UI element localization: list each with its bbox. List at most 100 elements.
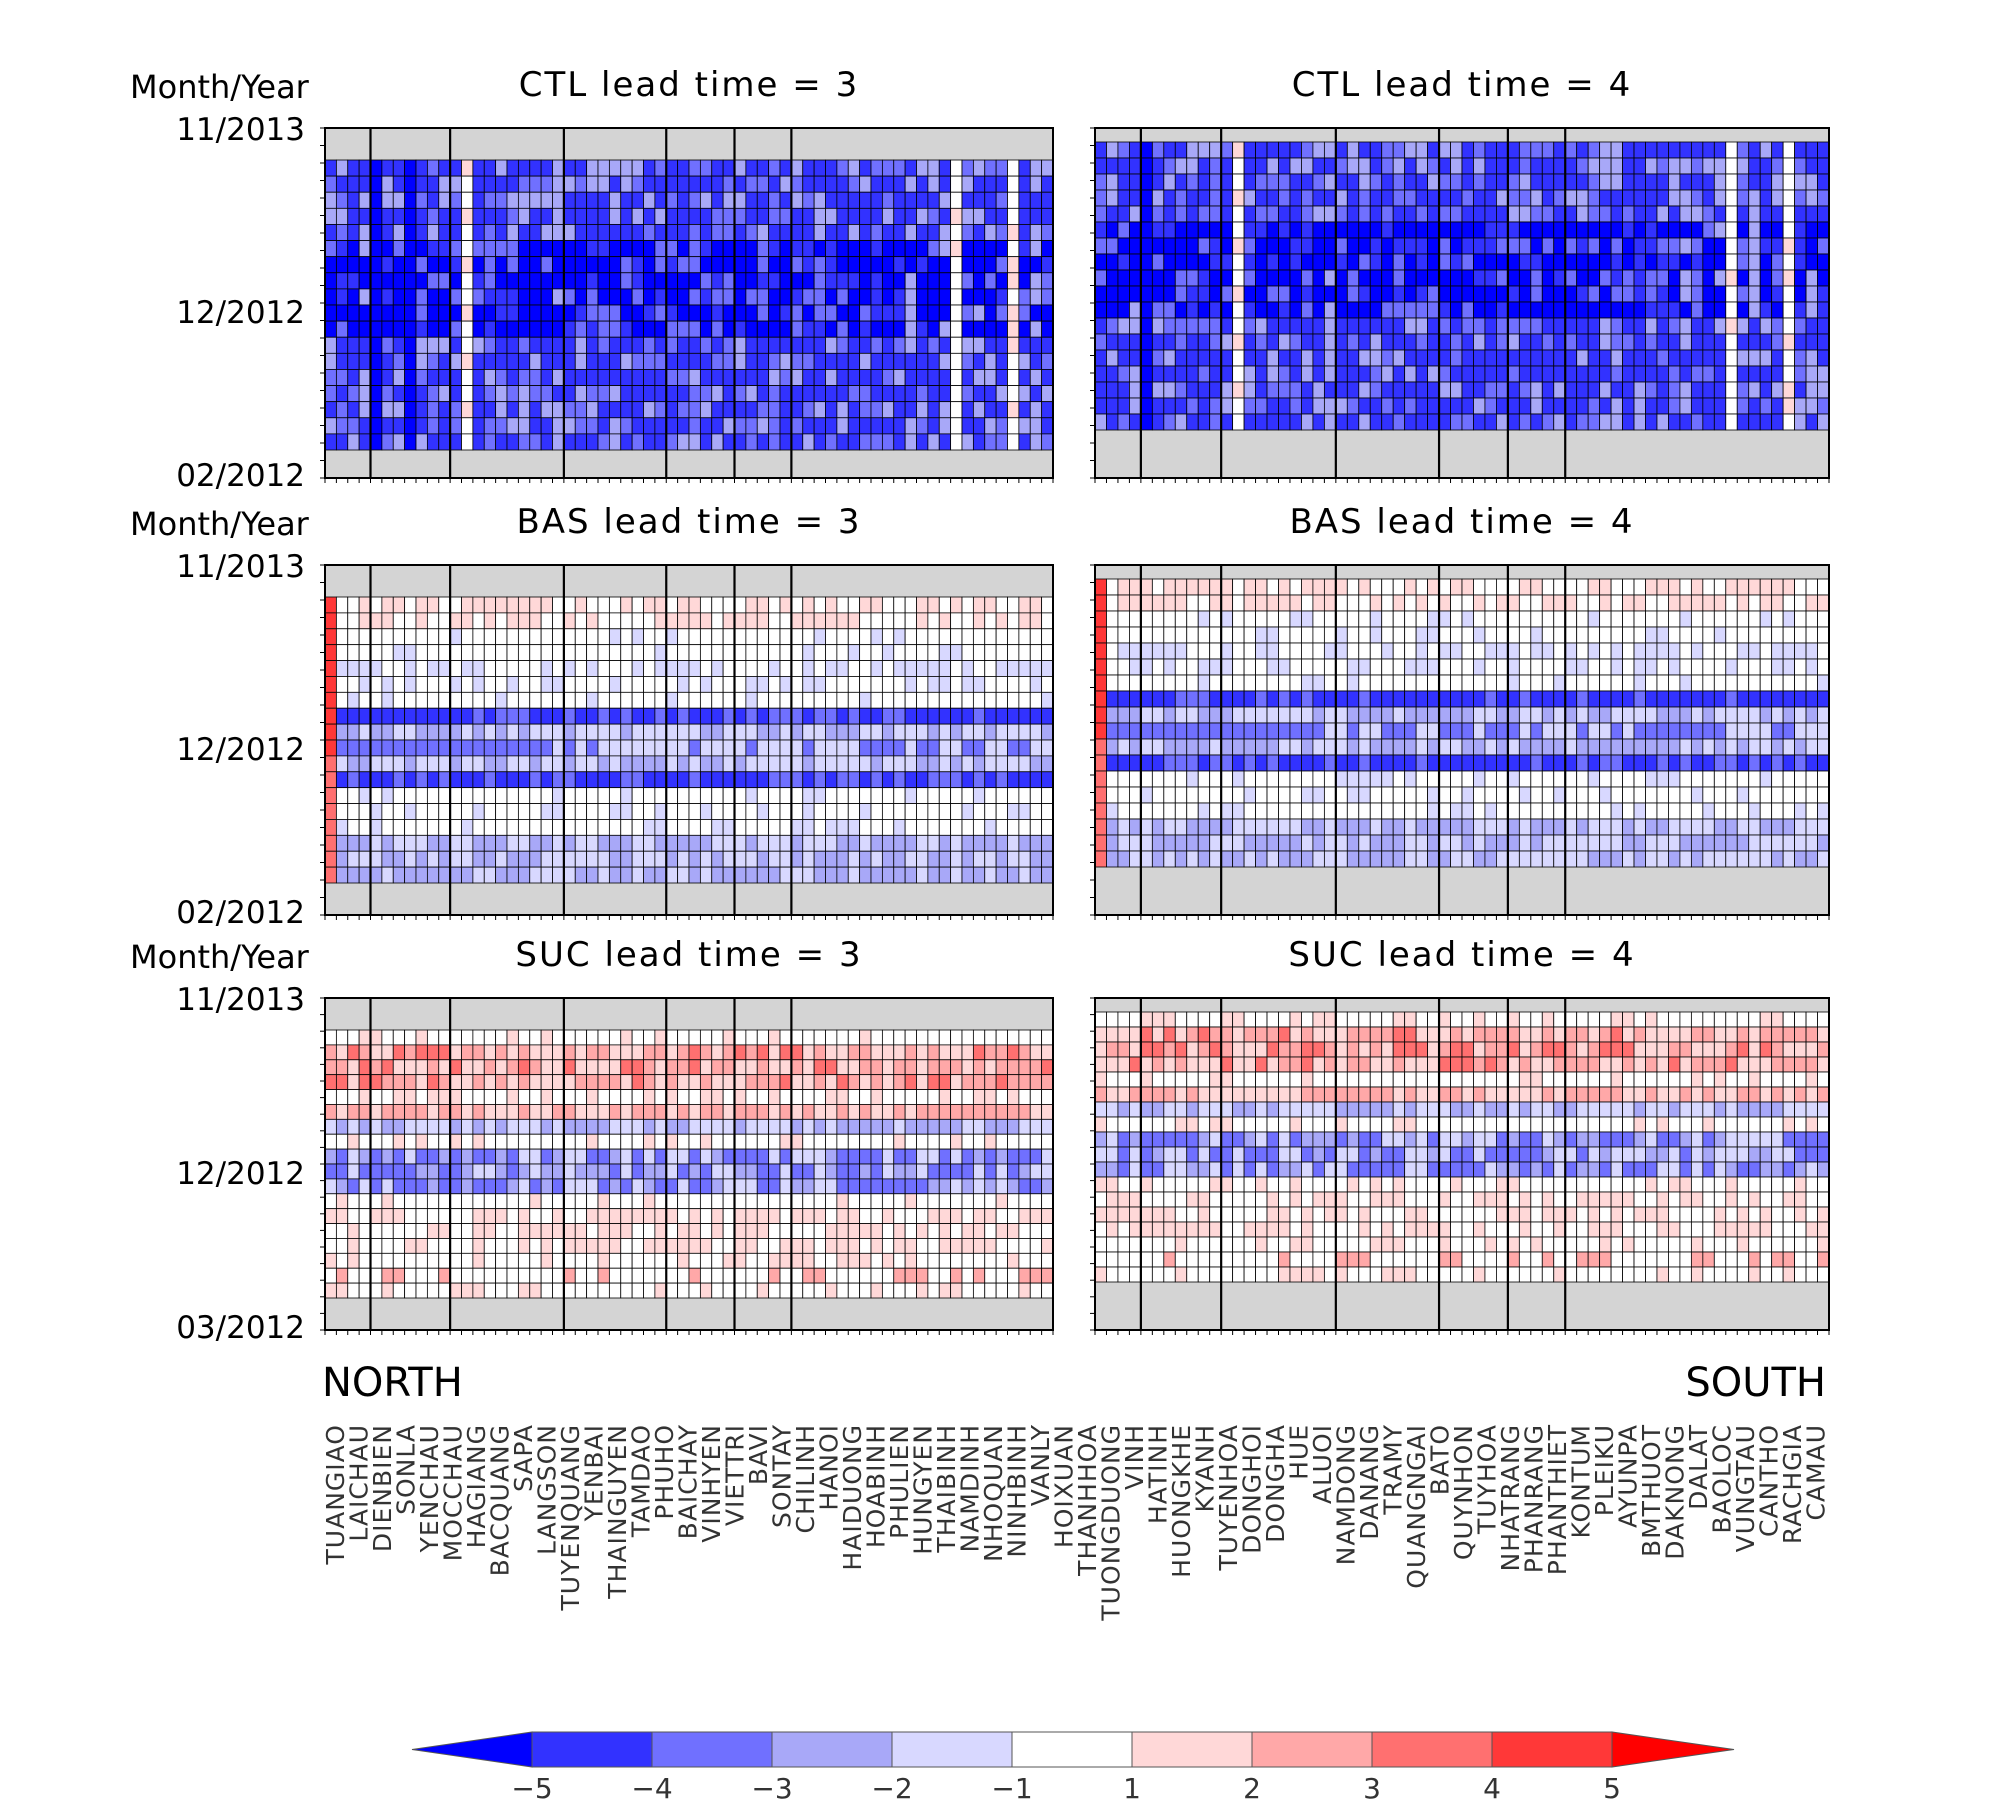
heatmap-cell [563,676,576,693]
heatmap-cell [1587,786,1601,804]
heatmap-cell [597,385,610,403]
heatmap-cell [779,304,792,322]
heatmap-cell [1817,205,1830,223]
heatmap-cell [836,433,849,451]
heatmap-cell [1771,706,1784,724]
heatmap-cell [972,207,986,225]
heatmap-cell [1186,365,1199,383]
heatmap-cell [1415,381,1429,399]
heatmap-cell [1725,834,1738,852]
heatmap-cell [1725,658,1738,676]
heatmap-cell [734,834,747,852]
heatmap-cell [881,304,895,322]
heatmap-cell [370,352,383,370]
heatmap-cell [597,612,610,630]
heatmap-cell [495,369,508,386]
heatmap-cell [961,644,974,661]
heatmap-cell [1484,578,1497,596]
heatmap-cell [916,336,929,354]
heatmap-cell [517,787,531,804]
heatmap-cell [1587,610,1601,628]
heatmap-cell [1029,707,1043,725]
heatmap-cell [1346,706,1360,724]
heatmap-cell [779,191,792,209]
heatmap-cell [586,787,599,804]
heatmap-cell [461,304,474,322]
heatmap-cell [1805,189,1818,207]
heatmap-cell [756,191,770,209]
heatmap-cell [392,369,406,386]
heatmap-cell [1496,706,1509,724]
heatmap-cell [1461,365,1474,383]
heatmap-cell [517,612,531,630]
heatmap-cell [529,288,542,306]
heatmap-cell [404,207,417,225]
heatmap-cell [1748,850,1761,868]
heatmap-cell [597,272,610,290]
heatmap-cell [1702,642,1715,660]
heatmap-cell [438,191,451,209]
heatmap-cell [904,159,917,177]
heatmap-cell [1473,269,1486,287]
heatmap-cell [1358,626,1371,644]
heatmap-cell [847,723,861,741]
heatmap-cell [1725,578,1738,596]
heatmap-cell [654,612,667,630]
heatmap-cell [654,596,667,614]
heatmap-cell [995,256,1008,274]
heatmap-cell [1541,365,1555,383]
heatmap-cell [1117,157,1130,175]
heatmap-cell [768,660,781,677]
heatmap-cell [1541,221,1555,239]
heatmap-cell [586,723,599,741]
heatmap-cell [1301,658,1314,676]
heatmap-cell [381,159,394,177]
heatmap-cell [847,660,861,677]
heatmap-cell [1243,786,1256,804]
heatmap-cell [1530,189,1543,207]
heatmap-cell [1736,269,1750,287]
heatmap-cell [1289,706,1302,724]
heatmap-cell [927,175,940,193]
heatmap-cell [517,819,531,836]
heatmap-cell [506,834,519,852]
heatmap-cell [972,803,986,820]
heatmap-cell [790,739,804,757]
heatmap-cell [449,207,462,225]
heatmap-cell [688,834,701,852]
heatmap-cell [1232,754,1245,772]
heatmap-cell [881,433,895,451]
heatmap-cell [1289,690,1302,708]
heatmap-cell [711,175,724,193]
heatmap-cell [1633,626,1646,644]
heatmap-cell [677,256,690,274]
heatmap-cell [836,676,849,693]
heatmap-cell [1117,658,1130,676]
heatmap-cell [540,385,553,403]
heatmap-cell [1759,237,1773,255]
heatmap-cell [961,224,974,241]
heatmap-cell [483,771,497,789]
heatmap-cell [1541,754,1555,772]
heatmap-cell [1748,253,1761,271]
heatmap-cell [1094,365,1107,383]
heatmap-cell [927,803,940,820]
heatmap-cell [1029,866,1043,884]
heatmap-cell [1782,578,1796,596]
heatmap-cell [1255,413,1268,431]
heatmap-cell [1576,818,1589,836]
heatmap-cell [574,596,588,614]
heatmap-cell [1759,834,1773,852]
heatmap-cell [1518,285,1532,303]
heatmap-cell [358,771,371,789]
heatmap-cell [688,707,701,725]
heatmap-cell [1415,802,1429,820]
heatmap-cell [654,866,667,884]
heatmap-cell [870,320,883,338]
heatmap-cell [1587,205,1601,223]
heatmap-cell [768,596,781,614]
heatmap-cell [1748,381,1761,399]
heatmap-cell [1771,594,1784,612]
heatmap-cell [552,676,565,693]
heatmap-cell [1622,397,1635,415]
